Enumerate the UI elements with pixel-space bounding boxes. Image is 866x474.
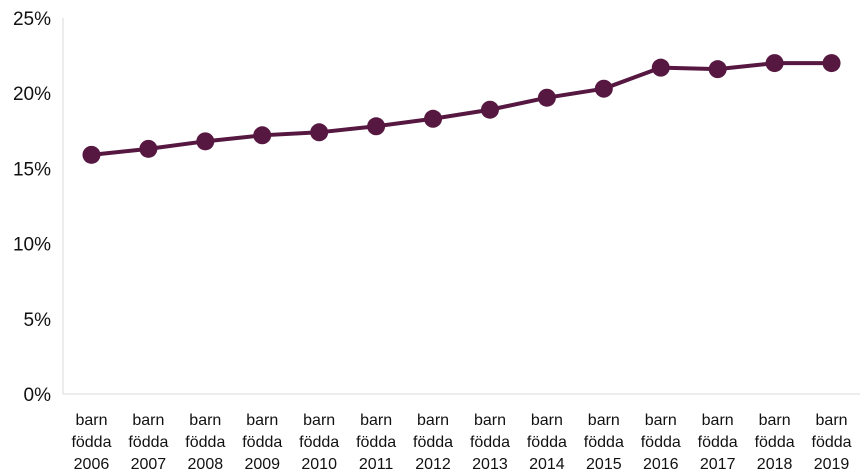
series-points <box>82 54 841 164</box>
x-category-label: barn födda 2015 <box>584 412 624 473</box>
x-category-label: barn födda 2010 <box>299 412 339 473</box>
data-point <box>765 54 784 73</box>
data-point <box>367 117 386 136</box>
y-tick-label: 10% <box>13 235 51 256</box>
x-category-label: barn födda 2012 <box>413 412 453 473</box>
x-category-label: barn födda 2018 <box>755 412 795 473</box>
x-category-label: barn födda 2017 <box>698 412 738 473</box>
x-category-label: barn födda 2016 <box>641 412 681 473</box>
data-point <box>708 60 727 79</box>
x-category-label: barn födda 2014 <box>527 412 567 473</box>
y-tick-label: 25% <box>13 9 51 30</box>
y-tick-label: 5% <box>24 310 52 331</box>
data-point <box>82 145 101 164</box>
data-point <box>139 139 158 158</box>
y-axis-tick-labels: 0% 5% 10% 15% 20% 25% <box>13 9 51 406</box>
data-point <box>253 126 272 145</box>
x-category-label: barn födda 2019 <box>812 412 852 473</box>
x-category-label: barn födda 2008 <box>185 412 225 473</box>
data-point <box>310 123 329 142</box>
data-point <box>537 88 556 107</box>
x-axis-category-labels: barn födda 2006 barn födda 2007 barn födda 2008 b… <box>71 412 851 473</box>
x-category-label: barn födda 2013 <box>470 412 510 473</box>
data-point <box>651 58 670 77</box>
data-point <box>424 109 443 128</box>
data-point <box>196 132 215 151</box>
x-category-label: barn födda 2007 <box>128 412 168 473</box>
data-point <box>480 100 499 119</box>
y-tick-label: 0% <box>24 385 52 406</box>
x-category-label: barn födda 2006 <box>71 412 111 473</box>
data-point <box>822 54 841 73</box>
x-category-label: barn födda 2009 <box>242 412 282 473</box>
data-point <box>594 79 613 98</box>
y-tick-label: 20% <box>13 84 51 105</box>
series-line <box>91 61 832 157</box>
y-tick-label: 15% <box>13 159 51 180</box>
x-category-label: barn födda 2011 <box>356 412 396 473</box>
